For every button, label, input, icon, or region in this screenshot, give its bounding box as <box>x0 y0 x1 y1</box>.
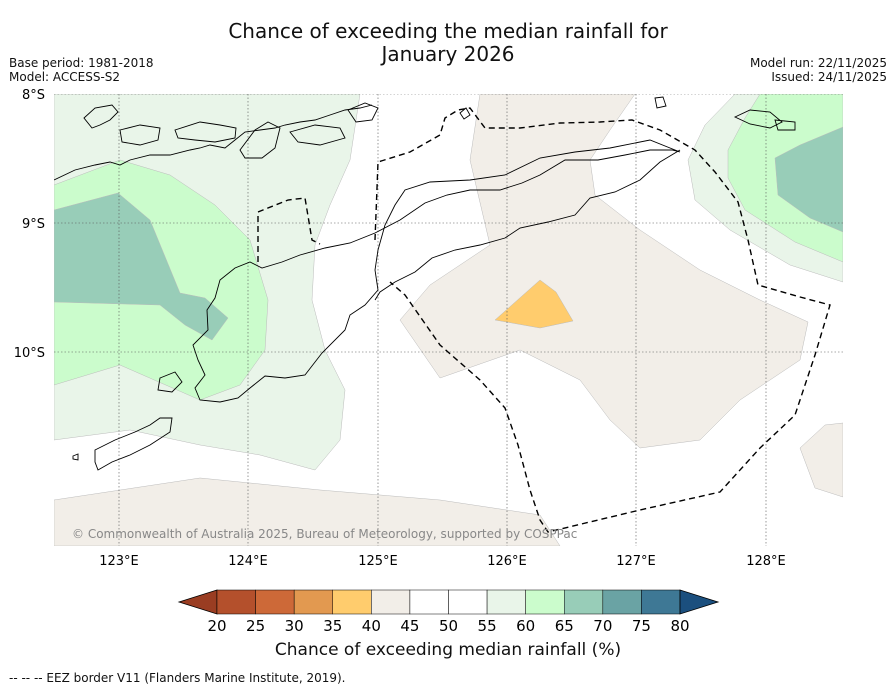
coastline-small-sw <box>72 453 79 461</box>
lon-label-124e: 124°E <box>228 554 268 569</box>
coastline-wetar <box>733 109 796 131</box>
colorbar-label: Chance of exceeding median rainfall (%) <box>274 640 622 660</box>
colorbar-swatch <box>641 589 681 615</box>
colorbar-tick-label: 60 <box>516 617 535 635</box>
colorbar-swatch <box>525 589 565 615</box>
coastline-rote <box>157 371 183 393</box>
lat-label-9s: 9°S <box>22 217 45 232</box>
region-40-45-center <box>399 94 809 449</box>
map-title: Chance of exceeding the median rainfall … <box>0 20 896 66</box>
lon-label-126e: 126°E <box>487 554 527 569</box>
footer-note: -- -- -- EEZ border V11 (Flanders Marine… <box>9 671 346 685</box>
region-65-70-northeast <box>774 126 843 233</box>
colorbar-swatch <box>216 589 256 615</box>
colorbar-tick-label: 40 <box>362 617 381 635</box>
title-line-1: Chance of exceeding the median rainfall … <box>228 19 668 43</box>
colorbar-tick-label: 75 <box>632 617 651 635</box>
issued-date: Issued: 24/11/2025 <box>771 70 887 84</box>
coastline-north-islands-6 <box>289 124 346 146</box>
region-35-40-patch <box>494 279 574 329</box>
colorbar-tick-label: 80 <box>670 617 689 635</box>
colorbar-swatch <box>602 589 642 615</box>
coastline-north-islands-5 <box>239 121 281 159</box>
colorbar-tick-label: 55 <box>478 617 497 635</box>
colorbar-swatch <box>332 589 372 615</box>
meta-left: Base period: 1981-2018 Model: ACCESS-S2 <box>9 56 154 84</box>
coastline-north-islands-7 <box>347 102 379 123</box>
region-40-45-east <box>799 422 843 498</box>
colorbar-swatch <box>371 589 411 615</box>
coastline-small-island-ne <box>654 96 667 109</box>
colorbar-swatch <box>448 589 488 615</box>
region-65-70-west <box>54 192 229 341</box>
colorbar-swatch <box>293 589 333 615</box>
colorbar-tick-label: 65 <box>555 617 574 635</box>
lon-label-123e: 123°E <box>99 554 139 569</box>
coastline-timor <box>192 139 681 403</box>
meta-right: Model run: 22/11/2025 Issued: 24/11/2025 <box>750 56 887 84</box>
colorbar-swatch <box>409 589 449 615</box>
colorbar-swatch <box>486 589 526 615</box>
title-line-2: January 2026 <box>381 42 515 66</box>
copyright-text: © Commonwealth of Australia 2025, Bureau… <box>72 527 577 541</box>
model-name: Model: ACCESS-S2 <box>9 70 121 84</box>
colorbar: 20 25 30 35 40 45 50 55 60 65 70 75 80 <box>177 589 720 635</box>
region-40-45-south <box>54 477 561 546</box>
colorbar-tick-label: 70 <box>593 617 612 635</box>
coastline-north-islands <box>54 104 373 181</box>
lon-label-125e: 125°E <box>358 554 398 569</box>
colorbar-tick-label: 50 <box>439 617 458 635</box>
eez-border-north <box>257 197 321 262</box>
colorbar-under-arrow <box>177 589 218 615</box>
colorbar-swatch <box>255 589 295 615</box>
model-run: Model run: 22/11/2025 <box>749 56 887 70</box>
colorbar-over-arrow <box>679 589 720 615</box>
lon-label-127e: 127°E <box>616 554 656 569</box>
lat-label-10s: 10°S <box>14 346 45 361</box>
map-area <box>54 94 843 546</box>
lon-label-128e: 128°E <box>746 554 786 569</box>
coastline-north-islands-3 <box>119 124 161 146</box>
colorbar-tick-label: 45 <box>400 617 419 635</box>
colorbar-swatch <box>564 589 604 615</box>
coastline-savu <box>94 417 173 471</box>
coastline-north-islands-4 <box>174 121 237 143</box>
colorbar-tick-label: 30 <box>285 617 304 635</box>
colorbar-tick-label: 35 <box>323 617 342 635</box>
colorbar-tick-label: 20 <box>207 617 226 635</box>
lat-label-8s: 8°S <box>22 88 45 103</box>
eez-border-timor <box>374 107 831 533</box>
coastline-timor-north <box>374 149 681 301</box>
base-period: Base period: 1981-2018 <box>9 56 154 70</box>
colorbar-tick-label: 25 <box>246 617 265 635</box>
coastline-north-islands-2 <box>83 104 119 129</box>
